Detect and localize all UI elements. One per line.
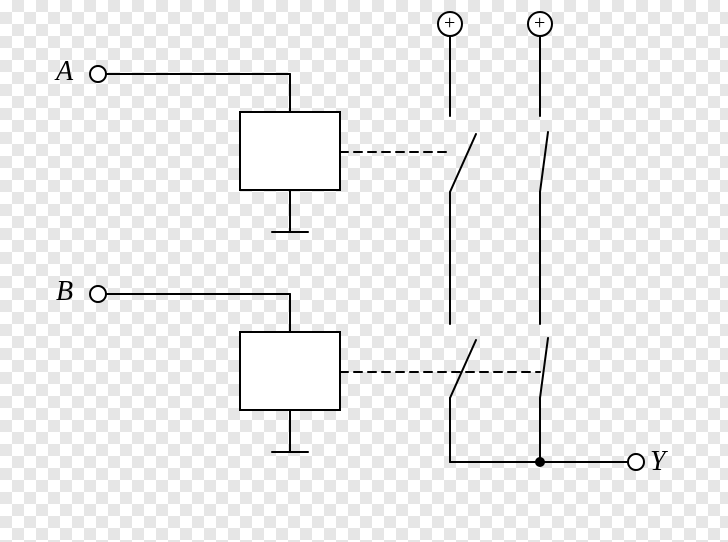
label-plus-2: +	[534, 12, 545, 35]
junction-node	[536, 458, 544, 466]
terminal-a	[90, 66, 106, 82]
label-b: B	[56, 276, 73, 308]
switch-1-arm	[450, 134, 476, 192]
label-plus-1: +	[444, 12, 455, 35]
switch-3-arm	[450, 340, 476, 398]
circuit-svg	[0, 0, 728, 542]
label-y: Y	[650, 446, 666, 478]
terminal-b	[90, 286, 106, 302]
switch-4-arm	[540, 338, 548, 398]
terminal-y	[628, 454, 644, 470]
switch-2-arm	[540, 132, 548, 192]
relay-coil-a	[240, 112, 340, 190]
relay-coil-b	[240, 332, 340, 410]
label-a: A	[56, 56, 73, 88]
